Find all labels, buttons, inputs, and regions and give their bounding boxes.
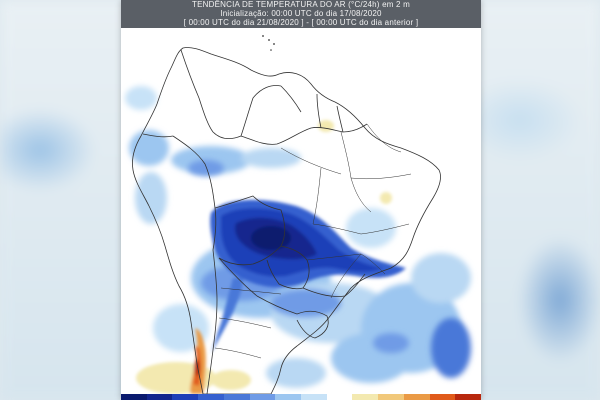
bolivia-border [214,195,286,266]
colorbar-swatch [198,394,224,400]
colorbar-swatch [223,394,250,400]
colorbar-swatch [378,394,404,400]
temperature-colorbar [121,394,482,400]
brazil-states [280,123,412,299]
peru-border [172,135,217,251]
colorbar-swatch [301,394,327,400]
political-boundaries [132,47,441,394]
brazil-north-border [240,123,368,145]
continent-coastline [132,47,441,394]
uruguay-border [296,310,329,339]
colorbar-swatch [121,394,147,400]
chile-argentina-border [206,249,218,394]
colorbar-swatch [429,394,456,400]
colorbar-swatch [455,394,482,400]
map-title: TENDÊNCIA DE TEMPERATURA DO AR (°C/24h) … [192,0,410,9]
argentina-north-border [218,257,298,315]
brazil-south-border [302,273,366,297]
warming-areas [136,120,392,394]
guianas-border [280,85,344,133]
map-header: TENDÊNCIA DE TEMPERATURA DO AR (°C/24h) … [121,0,481,28]
colorbar-swatch [172,394,199,400]
colorbar-swatch [326,394,353,400]
venezuela-border [240,85,282,137]
south-america-map [121,28,481,394]
argentina-provinces [214,287,282,359]
forecast-map-panel: TENDÊNCIA DE TEMPERATURA DO AR (°C/24h) … [121,0,482,400]
initialization-text: Inicialização: 00:00 UTC do dia 17/08/20… [220,9,382,18]
colorbar-swatch [249,394,276,400]
ecuador-border [142,133,174,138]
colorbar-swatch [275,394,302,400]
strong-cooling-core [210,199,406,353]
colorbar-swatch [146,394,173,400]
colombia-border [180,49,242,140]
colorbar-swatch [403,394,430,400]
valid-period-text: [ 00:00 UTC do dia 21/08/2020 ] - [ 00:0… [183,18,419,27]
caribbean-islands [262,35,275,51]
colorbar-swatch [352,394,379,400]
